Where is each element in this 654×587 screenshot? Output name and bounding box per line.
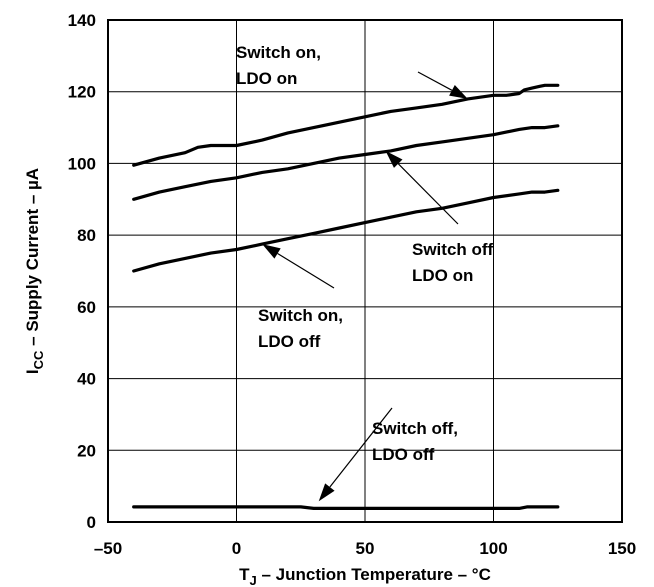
y-tick-label: 60	[77, 298, 96, 317]
annotation-text: Switch on,	[236, 43, 321, 62]
annotation-arrowhead	[449, 85, 468, 99]
annotation-switch-on-ldo-off: Switch on, LDO off	[258, 244, 343, 351]
x-tick-label: 50	[356, 539, 375, 558]
y-axis-title-rest: – Supply Current – µA	[23, 168, 42, 351]
annotation-leader	[397, 163, 459, 225]
y-axis-title: ICC – Supply Current – µA	[23, 168, 46, 374]
annotation-switch-off-ldo-off: Switch off, LDO off	[318, 407, 458, 502]
annotation-switch-on-ldo-on: Switch on, LDO on	[236, 43, 468, 99]
annotation-text: LDO off	[258, 332, 321, 351]
annotation-text: Switch on,	[258, 306, 343, 325]
series-lines	[132, 83, 560, 510]
plot-frame	[107, 19, 623, 523]
annotation-arrowhead	[262, 244, 281, 259]
series-switch-on-ldo-off	[132, 188, 560, 273]
annotation-text: Switch off	[412, 240, 494, 259]
x-tick-label: 150	[608, 539, 636, 558]
y-tick-label: 140	[68, 11, 96, 30]
x-tick-label: –50	[94, 539, 122, 558]
y-axis-title-sub: CC	[31, 350, 46, 369]
annotation-text: LDO on	[412, 266, 473, 285]
annotation-leader	[277, 252, 335, 289]
y-tick-label: 80	[77, 226, 96, 245]
annotation-switch-off-ldo-on: Switch off LDO on	[385, 150, 494, 285]
series-switch-off-ldo-off	[132, 505, 560, 510]
y-tick-label: 40	[77, 370, 96, 389]
x-tick-label: 0	[232, 539, 241, 558]
y-tick-label: 0	[87, 513, 96, 532]
y-tick-label: 20	[77, 441, 96, 460]
annotation-arrowhead	[318, 483, 335, 502]
annotation-leader	[329, 407, 393, 488]
annotation-leader	[417, 71, 453, 91]
annotation-text: LDO on	[236, 69, 297, 88]
y-tick-label: 120	[68, 83, 96, 102]
series-switch-on-ldo-on	[132, 83, 560, 167]
annotation-text: Switch off,	[372, 419, 458, 438]
x-axis-title: TJ – Junction Temperature – °C	[239, 565, 491, 587]
grid-lines	[108, 20, 622, 522]
x-tick-label: 100	[479, 539, 507, 558]
x-axis-title-sub: J	[250, 573, 257, 587]
annotation-arrowhead	[385, 150, 403, 168]
y-tick-label: 100	[68, 154, 96, 173]
y-tick-labels: 0 20 40 60 80 100 120 140	[68, 11, 96, 532]
x-axis-title-main: T	[239, 565, 250, 584]
x-tick-labels: –50 0 50 100 150	[94, 539, 636, 558]
y-axis-title-main: I	[23, 369, 42, 374]
x-axis-title-rest: – Junction Temperature – °C	[257, 565, 491, 584]
series-switch-off-ldo-on	[132, 124, 560, 201]
annotation-text: LDO off	[372, 445, 435, 464]
